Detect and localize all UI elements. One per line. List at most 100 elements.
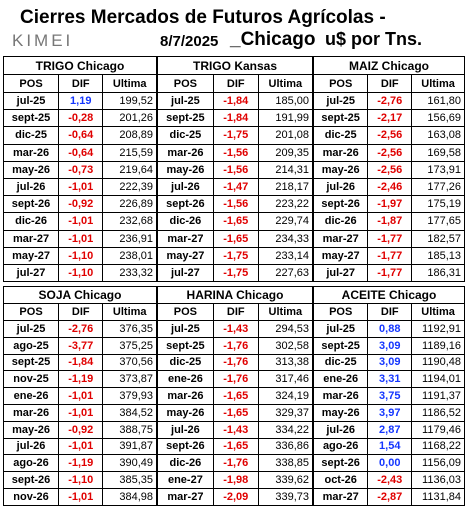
change: -1,01 xyxy=(58,177,104,197)
last-price: 186,31 xyxy=(411,263,465,283)
last-price: 223,22 xyxy=(257,195,314,214)
change: -0,28 xyxy=(58,109,104,128)
change: -1,01 xyxy=(58,229,104,248)
date: 8/7/2025 xyxy=(160,33,219,50)
last-price: 218,17 xyxy=(257,177,314,197)
change: -1,76 xyxy=(212,454,259,473)
column-header: Ultima xyxy=(102,303,157,321)
last-price: 1168,22 xyxy=(411,437,465,456)
last-price: 1192,91 xyxy=(411,320,465,338)
change: 3,09 xyxy=(367,336,413,355)
position: jul-26 xyxy=(157,420,214,439)
last-price: 379,93 xyxy=(102,387,157,405)
data-row: jul-25 -2,76 376,35 xyxy=(2,320,157,338)
data-row: may-27 -1,10 238,01 xyxy=(2,246,157,265)
price-table: MAIZ Chicago POS DIF Ultima jul-25 -2,76 161,8… xyxy=(312,56,465,283)
position: ago-26 xyxy=(312,437,369,456)
last-price: 1189,16 xyxy=(411,336,465,355)
change: -2,56 xyxy=(367,143,413,162)
position: mar-27 xyxy=(157,487,214,506)
data-row: sept-26 -1,56 223,22 xyxy=(157,195,314,214)
position: ene-26 xyxy=(157,370,214,389)
data-row: mar-27 -1,01 236,91 xyxy=(2,229,157,248)
last-price: 238,01 xyxy=(102,246,157,265)
last-price: 208,89 xyxy=(102,126,157,145)
change: -1,76 xyxy=(212,370,259,389)
change: -1,75 xyxy=(212,126,259,145)
data-row: sept-25 -2,17 156,69 xyxy=(312,109,465,128)
data-row: dic-25 -1,75 201,08 xyxy=(157,126,314,145)
data-row: mar-27 -1,77 182,57 xyxy=(312,229,465,248)
position: mar-26 xyxy=(157,143,214,162)
column-header: DIF xyxy=(58,303,104,321)
data-row: jul-25 1,19 199,52 xyxy=(2,91,157,111)
position: mar-26 xyxy=(312,387,369,405)
position: mar-27 xyxy=(312,229,369,248)
position: ago-26 xyxy=(2,454,60,473)
data-row: oct-26 -2,43 1136,03 xyxy=(312,471,465,489)
last-price: 302,58 xyxy=(257,336,314,355)
change: -1,84 xyxy=(212,109,259,128)
table-title: SOJA Chicago xyxy=(3,286,157,304)
data-row: sept-26 0,00 1156,09 xyxy=(312,454,465,473)
data-row: dic-25 3,09 1190,48 xyxy=(312,353,465,372)
last-price: 1194,01 xyxy=(411,370,465,389)
change: -1,10 xyxy=(58,263,104,283)
data-row: mar-26 3,75 1191,37 xyxy=(312,387,465,405)
data-row: nov-26 -1,01 384,98 xyxy=(2,487,157,506)
change: -0,92 xyxy=(58,420,104,439)
last-price: 1131,84 xyxy=(411,487,465,506)
last-price: 201,08 xyxy=(257,126,314,145)
position: sept-25 xyxy=(157,109,214,128)
position: sept-25 xyxy=(312,336,369,355)
last-price: 222,39 xyxy=(102,177,157,197)
position: jul-27 xyxy=(2,263,60,283)
market: _Chicago xyxy=(230,29,316,50)
last-price: 214,31 xyxy=(257,160,314,179)
last-price: 385,35 xyxy=(102,471,157,489)
change: -0,64 xyxy=(58,143,104,162)
change: -0,64 xyxy=(58,126,104,145)
data-row: jul-26 -1,01 391,87 xyxy=(2,437,157,456)
last-price: 373,87 xyxy=(102,370,157,389)
column-header: Ultima xyxy=(411,303,465,321)
table-title: MAIZ Chicago xyxy=(313,56,465,75)
change: -1,75 xyxy=(212,263,259,283)
position: may-27 xyxy=(157,246,214,265)
position: ene-26 xyxy=(2,387,60,405)
change: -3,77 xyxy=(58,336,104,355)
last-price: 336,86 xyxy=(257,437,314,456)
last-price: 375,25 xyxy=(102,336,157,355)
data-row: sept-25 -1,84 191,99 xyxy=(157,109,314,128)
last-price: 226,89 xyxy=(102,195,157,214)
position: oct-26 xyxy=(312,471,369,489)
last-price: 329,37 xyxy=(257,403,314,422)
last-price: 376,35 xyxy=(102,320,157,338)
column-header: POS xyxy=(2,303,60,321)
column-header: DIF xyxy=(367,74,413,93)
last-price: 177,26 xyxy=(411,177,465,197)
position: jul-26 xyxy=(312,177,369,197)
position: sept-26 xyxy=(312,454,369,473)
data-row: mar-27 -2,87 1131,84 xyxy=(312,487,465,506)
change: -2,43 xyxy=(367,471,413,489)
change: -2,76 xyxy=(367,91,413,111)
position: dic-25 xyxy=(312,126,369,145)
position: mar-26 xyxy=(2,403,60,422)
header-row: POS DIF Ultima xyxy=(157,74,314,93)
position: sept-26 xyxy=(2,471,60,489)
last-price: 1156,09 xyxy=(411,454,465,473)
table-title: TRIGO Kansas xyxy=(157,56,313,75)
position: jul-25 xyxy=(157,91,214,111)
position: may-26 xyxy=(312,403,369,422)
change: -1,01 xyxy=(58,487,104,506)
data-row: mar-26 -1,56 209,35 xyxy=(157,143,314,162)
price-table: ACEITE Chicago POS DIF Ultima jul-25 0,88 1192… xyxy=(312,286,465,506)
column-header: POS xyxy=(312,303,369,321)
logo: KIMEI xyxy=(12,31,74,50)
column-header: POS xyxy=(157,74,214,93)
change: -1,10 xyxy=(58,471,104,489)
position: dic-25 xyxy=(157,126,214,145)
title-row: TRIGO Chicago xyxy=(3,56,157,75)
